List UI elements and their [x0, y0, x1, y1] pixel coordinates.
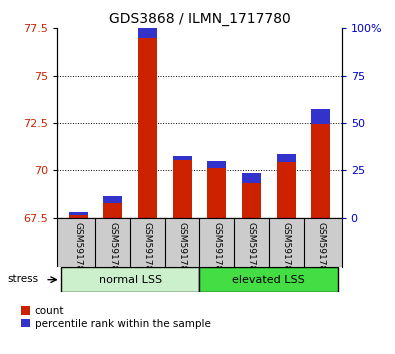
Bar [69, 212, 88, 216]
Text: GSM591784: GSM591784 [178, 222, 186, 276]
Bar [69, 216, 88, 218]
Text: GSM591783: GSM591783 [143, 222, 152, 277]
Title: GDS3868 / ILMN_1717780: GDS3868 / ILMN_1717780 [109, 12, 290, 26]
Text: GSM591782: GSM591782 [108, 222, 117, 276]
Bar [276, 162, 296, 218]
Bar [138, 38, 157, 218]
Text: normal LSS: normal LSS [98, 275, 162, 285]
Bar [207, 161, 226, 167]
Bar [173, 156, 192, 160]
Text: elevated LSS: elevated LSS [233, 275, 305, 285]
Text: GSM591786: GSM591786 [247, 222, 256, 277]
Bar [242, 183, 261, 218]
Bar [207, 167, 226, 218]
Bar [242, 173, 261, 183]
Text: GSM591781: GSM591781 [73, 222, 83, 277]
Text: stress: stress [8, 274, 39, 284]
Bar [103, 202, 122, 218]
Text: GSM591787: GSM591787 [282, 222, 291, 277]
Legend: count, percentile rank within the sample: count, percentile rank within the sample [21, 306, 211, 329]
Bar [61, 267, 199, 292]
Text: GSM591788: GSM591788 [316, 222, 325, 277]
Bar [199, 267, 338, 292]
Bar [311, 124, 330, 218]
Bar [103, 196, 122, 202]
Text: GSM591785: GSM591785 [213, 222, 221, 277]
Bar [276, 154, 296, 162]
Bar [311, 109, 330, 124]
Bar [173, 160, 192, 218]
Bar [138, 27, 157, 38]
